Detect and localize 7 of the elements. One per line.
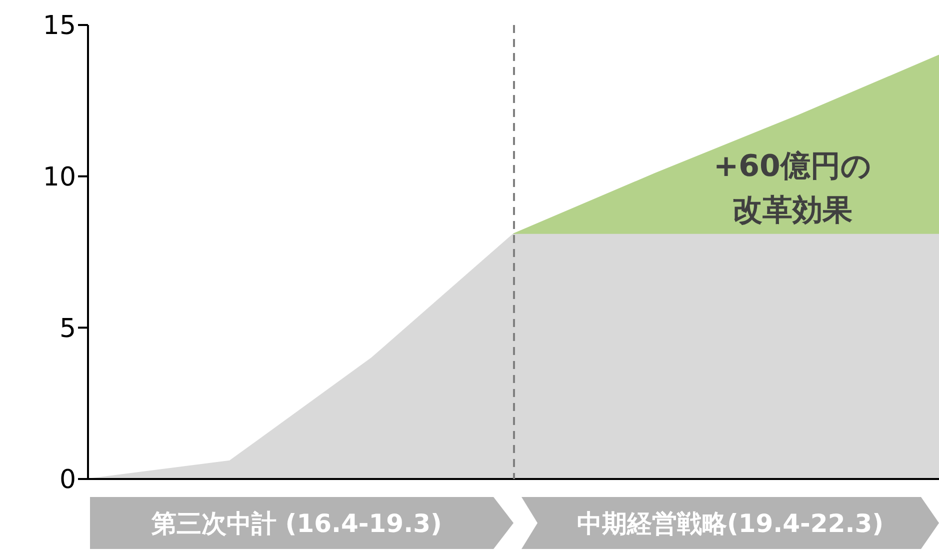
annotation: +60億円の改革効果 <box>712 148 872 230</box>
y-tick-label: 10 <box>42 162 76 193</box>
y-tick-label: 0 <box>59 465 76 496</box>
y-tick-label: 5 <box>59 314 76 344</box>
text: 第三次中計 (16.4-19.3) <box>150 509 442 538</box>
y-tick-label: 15 <box>42 11 76 42</box>
text: 中期経営戦略(19.4-22.3) <box>576 509 884 538</box>
